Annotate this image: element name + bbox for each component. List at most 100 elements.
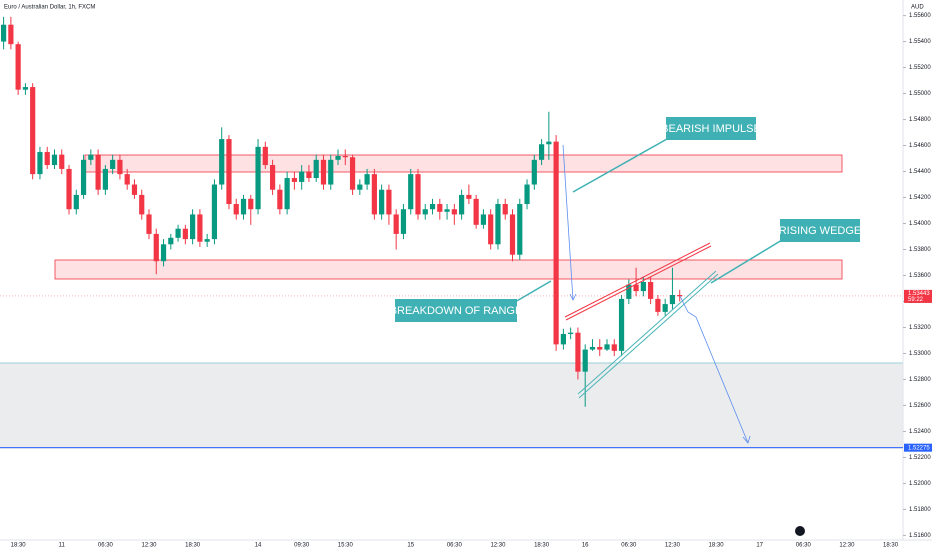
candle-body	[233, 204, 239, 215]
candle-body	[22, 87, 29, 90]
candle-body	[168, 237, 174, 245]
candle-body	[495, 204, 501, 245]
candle-body	[299, 171, 305, 182]
logo	[795, 526, 805, 536]
candle-body	[66, 168, 72, 210]
candle-body	[473, 198, 479, 225]
candle-body	[597, 346, 603, 350]
candle-body	[502, 204, 508, 215]
candle-body	[393, 214, 399, 234]
callout-box	[780, 219, 860, 242]
x-tick-label: 15:30	[338, 543, 354, 549]
y-tick-label: 1.53600	[909, 273, 931, 279]
level-label: 1.52275	[908, 445, 930, 451]
candle-body	[8, 24, 14, 45]
candle-body	[633, 284, 639, 292]
candle-body	[139, 194, 145, 215]
x-tick-label: 18:30	[709, 543, 725, 549]
candle-body	[379, 189, 385, 215]
wedge-lower	[577, 270, 717, 395]
candle-body	[15, 44, 21, 90]
x-tick-label: 14	[255, 543, 262, 549]
wedge-lower	[578, 273, 719, 399]
candle-body	[648, 281, 654, 299]
candle-body	[190, 214, 196, 240]
callout-pointer	[710, 239, 783, 284]
candle-body	[219, 139, 225, 185]
callout-text: BEARISH IMPULSE	[661, 123, 761, 135]
candle-body	[95, 154, 101, 190]
candle-body	[589, 346, 596, 350]
callout-text: BREAKDOWN OF RANGE	[390, 305, 523, 317]
candle-body	[37, 152, 43, 175]
candle-body	[400, 209, 407, 234]
candle-body	[80, 159, 87, 195]
candle-body	[408, 174, 414, 210]
y-tick-label: 1.55000	[909, 91, 931, 97]
candle-body	[277, 189, 283, 210]
candle-body	[88, 154, 94, 160]
candle-body	[146, 214, 152, 234]
candle-body	[509, 214, 516, 255]
x-tick-label: 15	[407, 543, 414, 549]
level-tag	[904, 443, 932, 452]
candle-body	[262, 146, 268, 166]
candle-body	[51, 154, 58, 166]
candle-body	[371, 174, 377, 215]
candle-body	[459, 194, 465, 215]
x-tick-label: 06:30	[796, 543, 812, 549]
callout-pointer	[572, 138, 668, 193]
candle-body	[102, 168, 108, 190]
candle-body	[568, 332, 574, 334]
candle-body	[124, 174, 130, 185]
wedge-upper	[564, 242, 711, 318]
candle-body	[386, 189, 392, 215]
candle-body	[575, 332, 581, 372]
y-tick-label: 1.52200	[909, 455, 931, 461]
resistance-zone	[84, 154, 843, 173]
candle-body	[328, 159, 334, 185]
y-tick-label: 1.52600	[909, 403, 931, 409]
candle-body	[546, 141, 552, 145]
candle-body	[488, 214, 494, 245]
candle-body	[182, 228, 188, 240]
y-tick-label: 1.52400	[909, 429, 931, 435]
y-axis-label: AUD	[911, 5, 924, 11]
candle-body	[255, 146, 261, 210]
callout-box	[666, 117, 756, 140]
y-tick-label: 1.55400	[909, 39, 931, 45]
callout-text: RISING WEDGE	[779, 225, 862, 237]
candle-body	[291, 178, 297, 182]
candle-body	[669, 294, 676, 305]
x-tick-label: 11	[59, 543, 66, 549]
x-tick-label: 09:30	[294, 543, 310, 549]
candle-body	[553, 141, 559, 345]
candle-body	[517, 204, 523, 255]
candle-body	[618, 298, 625, 351]
x-tick-label: 18:30	[11, 543, 27, 549]
candle-body	[73, 194, 79, 210]
candle-body	[662, 304, 668, 312]
x-tick-label: 06:30	[447, 543, 463, 549]
candle-body	[655, 298, 661, 312]
callout-pointer	[514, 280, 552, 303]
chart-title: Euro / Australian Dollar, 1h, FXCM	[4, 5, 95, 11]
x-tick-label: 12:30	[665, 543, 681, 549]
x-tick-label: 18:30	[883, 543, 899, 549]
last-price-label: 1.53443	[908, 291, 930, 297]
candle-body	[364, 174, 370, 185]
y-tick-label: 1.54800	[909, 117, 931, 123]
callout-box	[395, 299, 517, 322]
candle-body	[175, 228, 181, 238]
x-tick-label: 12:30	[141, 543, 157, 549]
y-tick-label: 1.53200	[909, 325, 931, 331]
candle-body	[415, 174, 421, 215]
projection-arrow	[679, 295, 749, 444]
candle-body	[59, 154, 65, 169]
candle-body	[451, 209, 457, 215]
candle-body	[320, 159, 327, 185]
x-tick-label: 06:30	[621, 543, 637, 549]
y-tick-label: 1.51800	[909, 507, 931, 513]
